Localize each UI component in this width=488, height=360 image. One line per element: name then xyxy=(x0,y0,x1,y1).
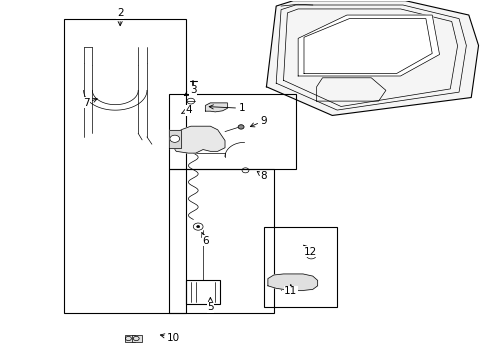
Polygon shape xyxy=(266,1,478,116)
Text: 5: 5 xyxy=(206,297,213,312)
Circle shape xyxy=(193,223,203,230)
Text: 3: 3 xyxy=(184,85,196,96)
Text: 9: 9 xyxy=(250,116,267,127)
Text: 7: 7 xyxy=(82,98,97,108)
Text: 10: 10 xyxy=(160,333,180,343)
Text: 2: 2 xyxy=(117,8,123,26)
Bar xyxy=(168,169,273,313)
Text: 6: 6 xyxy=(202,233,208,246)
Bar xyxy=(125,335,135,342)
Bar xyxy=(168,94,295,169)
Bar xyxy=(132,335,142,342)
Bar xyxy=(185,280,220,304)
Text: 1: 1 xyxy=(209,103,245,113)
Polygon shape xyxy=(298,15,439,76)
Polygon shape xyxy=(267,274,317,291)
Polygon shape xyxy=(173,126,224,153)
Circle shape xyxy=(169,135,179,142)
Text: 4: 4 xyxy=(182,105,191,115)
Text: 11: 11 xyxy=(284,285,297,296)
Circle shape xyxy=(238,125,244,129)
Circle shape xyxy=(196,226,199,228)
Polygon shape xyxy=(168,130,181,148)
Circle shape xyxy=(309,254,313,257)
Text: 12: 12 xyxy=(303,245,316,257)
Bar xyxy=(264,226,336,307)
Polygon shape xyxy=(205,103,227,112)
Bar xyxy=(64,19,185,313)
Circle shape xyxy=(306,252,316,259)
Text: 8: 8 xyxy=(257,171,267,181)
